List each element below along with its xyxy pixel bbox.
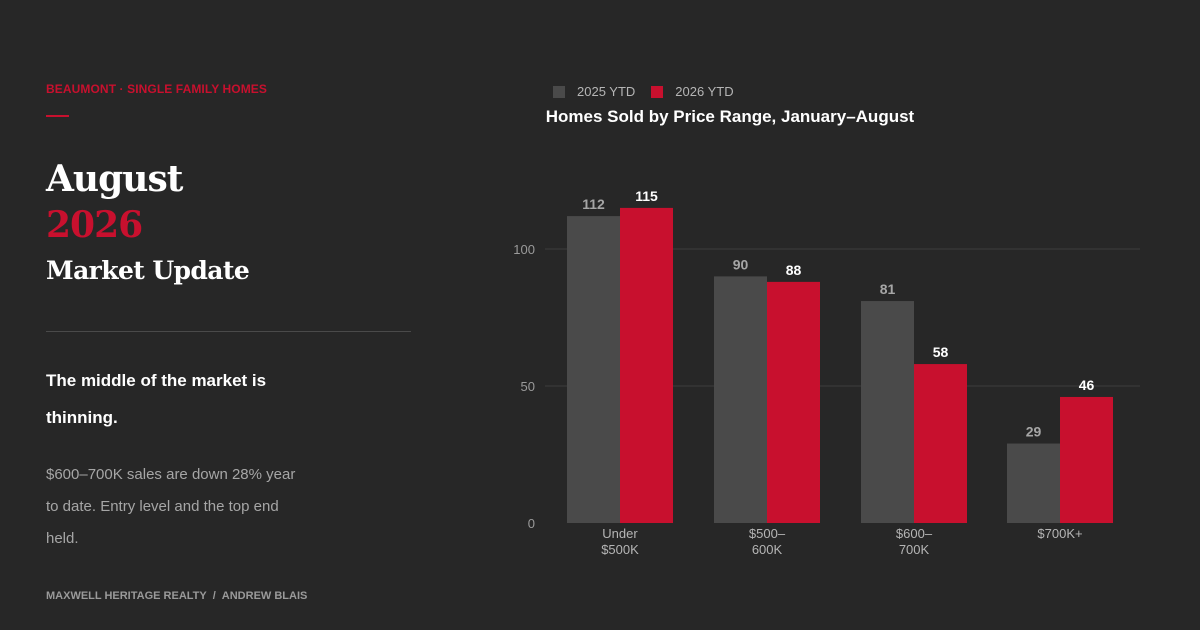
title-year: 2026 (46, 204, 143, 246)
x-tick-label-0-0: Under (602, 526, 638, 541)
eyebrow-label: BEAUMONT · SINGLE FAMILY HOMES (46, 82, 268, 96)
summary-body: $600–700K sales are down 28% year to dat… (46, 466, 296, 547)
summary-headline: The middle of the market is thinning. (46, 371, 267, 427)
data-label-2025-1: 90 (733, 256, 749, 272)
x-tick-label-2-0: $600– (896, 526, 933, 541)
bar-2025-2 (861, 301, 914, 523)
bar-2025-3 (1007, 443, 1060, 523)
legend-label-2025: 2025 YTD (577, 84, 636, 99)
footer-agent: ANDREW BLAIS (221, 590, 308, 602)
legend-item-2025: 2025 YTD (553, 84, 635, 99)
data-label-2026-2: 58 (933, 344, 949, 360)
data-label-2025-3: 29 (1026, 424, 1042, 440)
bar-2025-1 (714, 276, 767, 523)
chart-title: Homes Sold by Price Range, January–Augus… (545, 107, 915, 126)
legend-swatch-2025 (553, 85, 565, 98)
x-tick-label-3-0: $700K+ (1037, 526, 1082, 541)
data-label-2026-0: 115 (635, 188, 658, 204)
legend-label-2026: 2026 YTD (675, 84, 734, 99)
title-subtitle: Market Update (46, 256, 250, 285)
legend-item-2026: 2026 YTD (651, 84, 734, 99)
data-label-2025-0: 112 (582, 196, 605, 212)
accent-rule (46, 115, 69, 117)
x-tick-label-1-1: 600K (752, 542, 783, 557)
bar-2026-3 (1060, 396, 1113, 523)
footer-credit: MAXWELL HERITAGE REALTY / ANDREW BLAIS (46, 590, 307, 602)
data-label-2025-2: 81 (880, 281, 896, 297)
legend-swatch-2026 (651, 85, 664, 98)
x-tick-label-1-0: $500– (749, 526, 786, 541)
footer-company: MAXWELL HERITAGE REALTY (46, 590, 207, 602)
chart-legend: 2025 YTD 2026 YTD (553, 84, 750, 99)
bar-2026-2 (914, 364, 967, 523)
data-label-2026-3: 46 (1079, 377, 1095, 393)
bar-2025-0 (567, 216, 620, 523)
footer-separator: / (212, 590, 216, 602)
title-month: August (46, 158, 183, 200)
x-tick-label-0-1: $500K (601, 542, 639, 557)
x-tick-label-2-1: 700K (899, 542, 930, 557)
y-tick-label-0: 0 (528, 516, 535, 531)
y-tick-label-50: 50 (521, 379, 535, 394)
y-tick-label-100: 100 (513, 242, 535, 257)
data-label-2026-1: 88 (786, 262, 802, 278)
section-divider (46, 331, 411, 332)
bar-2026-1 (767, 281, 820, 523)
bar-2026-0 (620, 207, 673, 523)
